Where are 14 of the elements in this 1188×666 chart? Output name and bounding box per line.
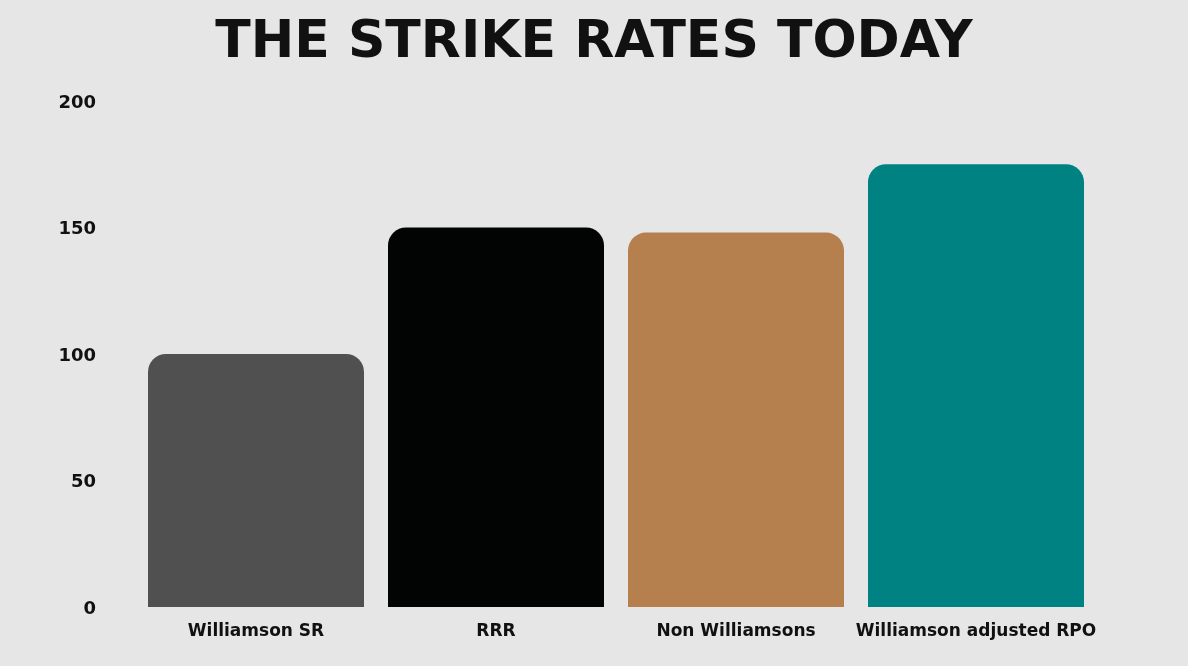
x-tick-label: Williamson SR xyxy=(187,619,325,640)
y-tick-label: 50 xyxy=(70,470,96,491)
chart-title: THE STRIKE RATES TODAY xyxy=(215,9,975,69)
x-tick-label: Non Williamsons xyxy=(656,619,816,640)
x-tick-label: Williamson adjusted RPO xyxy=(855,619,1097,640)
bar xyxy=(628,232,844,607)
bar xyxy=(868,164,1084,607)
y-tick-label: 200 xyxy=(58,90,96,112)
x-tick-label: RRR xyxy=(476,619,516,640)
y-tick-label: 100 xyxy=(58,343,96,365)
y-tick-label: 0 xyxy=(83,596,96,618)
y-tick-label: 150 xyxy=(58,217,96,238)
bar xyxy=(148,354,364,607)
bar xyxy=(388,227,604,607)
